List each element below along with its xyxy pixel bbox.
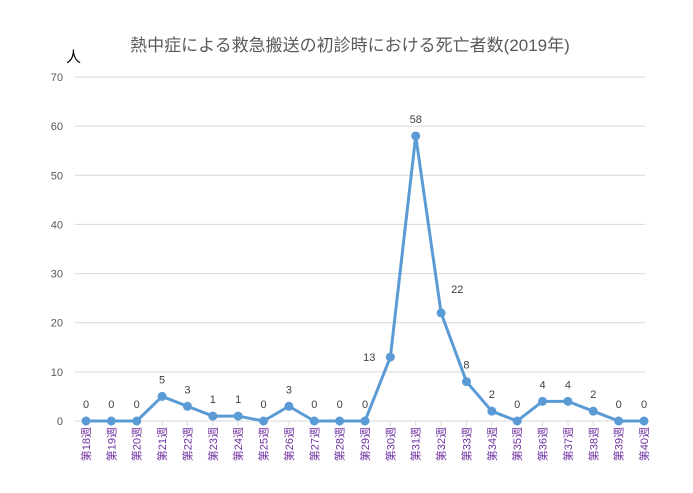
y-tick-label: 40 [51,219,63,231]
x-tick-label: 第29週 [358,427,372,461]
data-point [588,406,598,416]
data-point [436,308,446,318]
data-label: 5 [159,374,165,386]
data-point [284,401,294,411]
data-label: 0 [641,399,647,411]
x-tick-label: 第22週 [180,427,194,461]
data-label: 0 [311,399,317,411]
y-tick-label: 70 [51,72,63,84]
data-point [132,416,142,426]
data-label: 0 [514,399,520,411]
data-point [614,416,624,426]
data-point [259,416,269,426]
data-point [411,131,421,141]
x-tick-label: 第37週 [561,427,575,461]
x-tick-label: 第39週 [612,427,626,461]
data-label: 0 [108,399,114,411]
data-point [335,416,345,426]
data-label: 2 [489,389,495,401]
data-label: 4 [539,379,545,391]
data-point [182,401,192,411]
x-tick-label: 第40週 [637,427,651,461]
x-tick-label: 第32週 [434,427,448,461]
data-label: 4 [565,379,571,391]
data-point [512,416,522,426]
x-tick-label: 第31週 [409,427,423,461]
data-label: 58 [410,114,422,126]
data-label: 0 [83,399,89,411]
data-point [639,416,649,426]
x-tick-label: 第21週 [155,427,169,461]
x-tick-label: 第38週 [586,427,600,461]
data-point [233,411,243,421]
data-point [461,377,471,387]
data-label: 22 [451,284,463,296]
x-tick-label: 第20週 [130,427,144,461]
data-label: 2 [590,389,596,401]
data-point [106,416,116,426]
x-tick-label: 第36週 [536,427,550,461]
data-label: 0 [337,399,343,411]
data-point [538,396,548,406]
y-tick-label: 10 [51,367,63,379]
data-label: 1 [210,394,216,406]
series-line [86,134,644,423]
data-label: 8 [463,360,469,372]
x-tick-label: 第26週 [282,427,296,461]
data-label: 3 [184,384,190,396]
data-label: 0 [134,399,140,411]
x-tick-label: 第30週 [383,427,397,461]
x-tick-label: 第24週 [231,427,245,461]
y-axis-label: 人 [66,49,81,66]
data-label: 3 [286,384,292,396]
x-tick-label: 第27週 [307,427,321,461]
data-label: 0 [260,399,266,411]
chart-title: 熱中症による救急搬送の初診時における死亡者数(2019年) [130,36,570,55]
x-tick-label: 第25週 [257,427,271,461]
y-tick-label: 20 [51,318,63,330]
data-point [208,411,218,421]
x-tick-label: 第28週 [333,427,347,461]
x-tick-label: 第34週 [485,427,499,461]
data-point [563,396,573,406]
x-tick-label: 第19週 [104,427,118,461]
data-label: 0 [616,399,622,411]
x-tick-label: 第33週 [459,427,473,461]
data-point [385,352,395,362]
data-point [157,391,167,401]
data-label: 0 [362,399,368,411]
data-point [81,416,91,426]
x-tick-label: 第35週 [510,427,524,461]
data-point [309,416,319,426]
x-tick-label: 第18週 [79,427,93,461]
data-point [360,416,370,426]
y-tick-label: 0 [57,416,63,428]
data-point [487,406,497,416]
data-label: 1 [235,394,241,406]
y-tick-label: 30 [51,269,63,281]
y-tick-label: 50 [51,170,63,182]
y-tick-label: 60 [51,121,63,133]
data-label: 13 [363,352,375,364]
x-tick-label: 第23週 [206,427,220,461]
